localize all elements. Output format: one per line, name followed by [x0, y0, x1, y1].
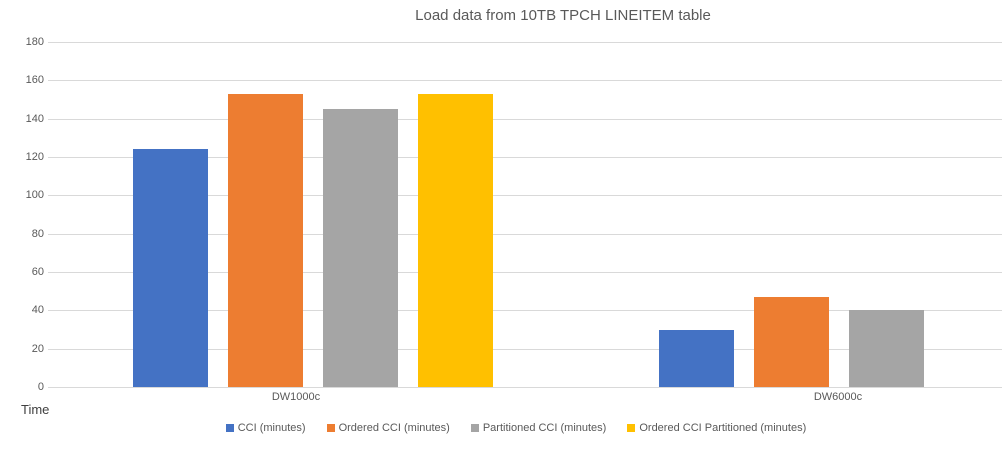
y-axis-tick-label: 80: [31, 227, 44, 240]
gridline: [48, 387, 1002, 388]
bar-dw1000c-series-1: [228, 93, 303, 387]
legend-swatch-icon: [470, 424, 479, 432]
gridline: [48, 195, 1002, 197]
y-axis-tick-label: 160: [25, 74, 44, 87]
gridline: [48, 42, 1002, 43]
bar-dw1000c-series-2: [323, 109, 398, 387]
gridline: [48, 80, 1002, 82]
gridline: [48, 118, 1002, 120]
legend-swatch-icon: [225, 424, 234, 432]
legend-item: CCI (minutes): [225, 422, 306, 434]
bar-dw1000c-series-3: [418, 93, 493, 387]
bar-dw6000c-series-0: [659, 329, 734, 387]
y-axis-tick-label: 40: [31, 304, 44, 317]
bar-dw6000c-series-1: [754, 296, 829, 387]
gridline: [48, 233, 1002, 235]
y-axis-tick-label: 60: [31, 266, 44, 278]
y-axis-tick-label: 0: [37, 381, 44, 393]
legend-label: Ordered CCI (minutes): [338, 422, 450, 434]
legend-swatch-icon: [326, 424, 335, 432]
legend-item: Partitioned CCI (minutes): [470, 422, 607, 434]
legend-swatch-icon: [627, 424, 636, 432]
y-axis-tick-label: 180: [25, 36, 44, 48]
legend-item: Ordered CCI Partitioned (minutes): [627, 422, 806, 434]
y-axis-tick-label: 120: [25, 151, 44, 163]
chart-title: Load data from 10TB TPCH LINEITEM table: [415, 7, 711, 24]
gridline: [48, 348, 1002, 350]
y-axis-title: Time: [21, 402, 50, 417]
legend: CCI (minutes) Ordered CCI (minutes) Partit…: [28, 422, 1004, 434]
y-axis-tick-label: 140: [25, 112, 44, 125]
legend-label: Partitioned CCI (minutes): [482, 422, 607, 434]
x-axis-category-label: DW6000c: [813, 391, 863, 403]
bar-dw6000c-series-2: [849, 310, 924, 387]
bar-dw1000c-series-0: [133, 149, 208, 387]
gridline: [48, 272, 1002, 273]
y-axis-tick-label: 20: [31, 342, 44, 355]
legend-item: Ordered CCI (minutes): [326, 422, 450, 434]
gridline: [48, 310, 1002, 312]
legend-label: Ordered CCI Partitioned (minutes): [639, 422, 807, 434]
x-axis-category-label: DW1000c: [271, 391, 321, 403]
gridline: [48, 157, 1002, 158]
legend-label: CCI (minutes): [237, 422, 306, 434]
y-axis-tick-label: 100: [25, 189, 44, 202]
